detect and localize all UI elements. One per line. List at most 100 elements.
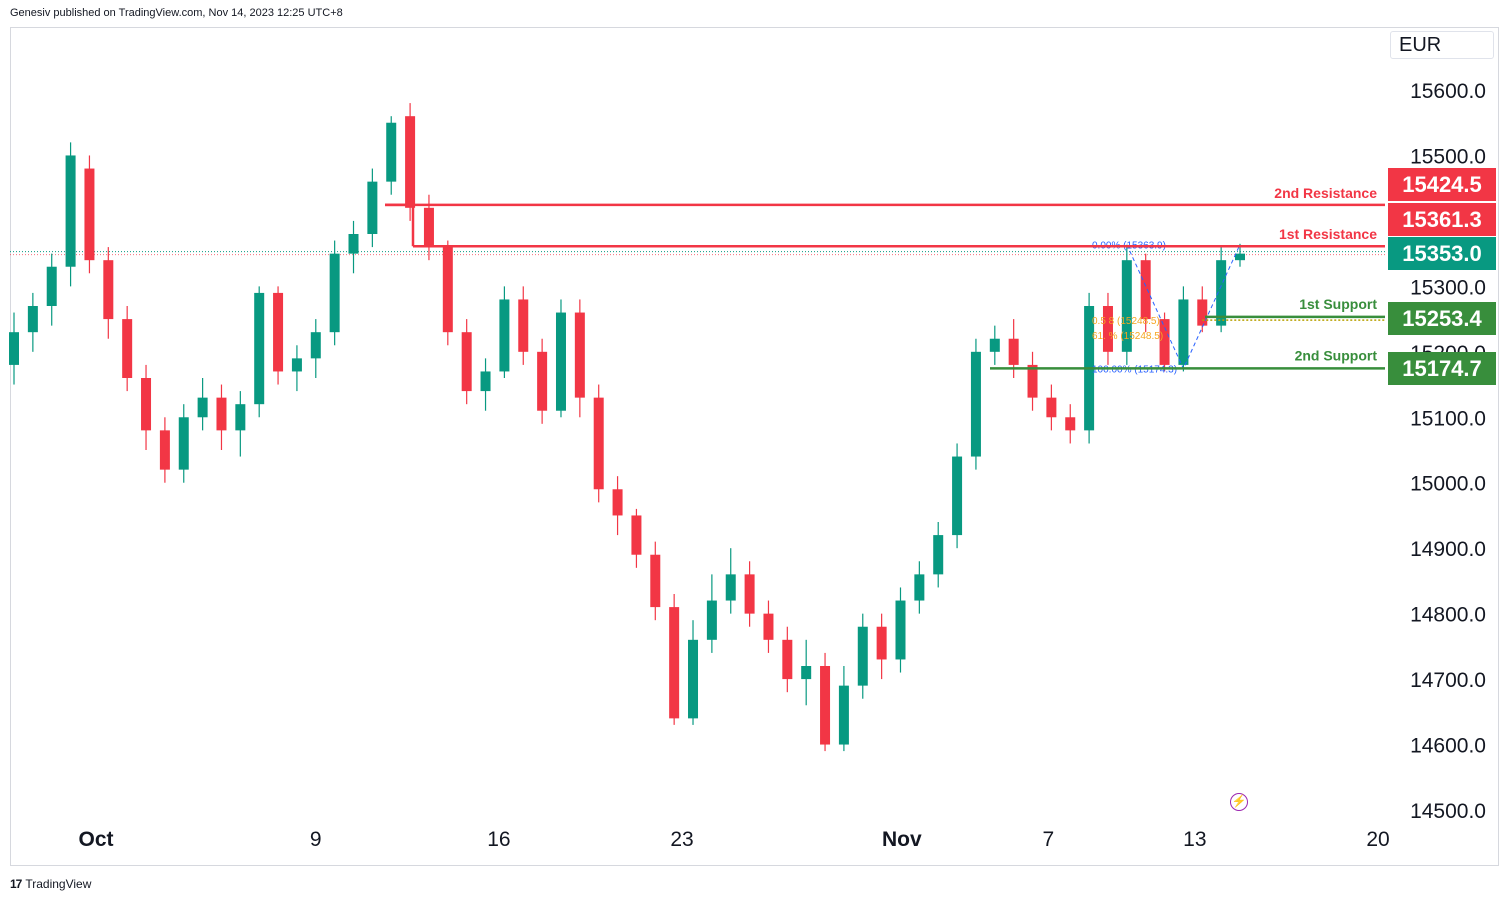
- tradingview-logo-icon: 17: [10, 877, 22, 891]
- candle-body: [348, 234, 359, 254]
- candle-body: [46, 266, 57, 306]
- candle-body: [631, 515, 642, 555]
- candle-body: [329, 253, 340, 333]
- candle-body: [1027, 364, 1038, 398]
- candle-body: [1178, 299, 1189, 365]
- resistance-2-price-tag: [1388, 168, 1496, 201]
- candle-body: [1065, 417, 1076, 431]
- tradingview-brand: TradingView: [25, 877, 92, 891]
- y-tick-label: 14700.0: [1410, 669, 1486, 692]
- candle-body: [612, 489, 623, 516]
- candle-body: [310, 332, 321, 359]
- candle-body: [273, 292, 284, 372]
- y-tick-label: 15600.0: [1410, 80, 1486, 103]
- candle-body: [254, 292, 265, 405]
- candle-body: [1216, 260, 1227, 326]
- candle-body: [1235, 253, 1245, 261]
- candle-body: [216, 397, 227, 431]
- candle-body: [159, 430, 170, 470]
- last-price-tag: [1388, 237, 1496, 270]
- candle-body: [914, 574, 925, 601]
- fib-label: 100.00% (15174.3): [1092, 365, 1177, 376]
- candle-body: [537, 351, 548, 411]
- resistance-1-price-tag: [1388, 203, 1496, 236]
- candle-body: [574, 312, 585, 398]
- candle-body: [801, 666, 812, 680]
- candle-body: [782, 639, 793, 680]
- candle-body: [442, 247, 453, 333]
- candle-body: [1197, 299, 1208, 326]
- x-tick-label: 23: [670, 828, 693, 851]
- candle-body: [1140, 260, 1151, 320]
- candle-body: [423, 207, 434, 248]
- y-tick-label: 15500.0: [1410, 145, 1486, 168]
- publisher-header: Genesiv published on TradingView.com, No…: [10, 7, 343, 19]
- candle-body: [1102, 306, 1113, 352]
- candle-body: [291, 358, 302, 372]
- chart-frame: [10, 27, 1499, 866]
- support-2-price-tag-text: 15174.7: [1402, 356, 1482, 381]
- candle-body: [480, 371, 491, 392]
- candle-body: [1121, 260, 1132, 352]
- candle-body: [367, 181, 378, 234]
- y-tick-label: 14500.0: [1410, 800, 1486, 823]
- candle-body: [989, 338, 1000, 352]
- candle-body: [876, 626, 887, 660]
- level-name-label: 2nd Support: [1295, 347, 1378, 363]
- candle-body: [27, 306, 38, 333]
- candle-body: [857, 626, 868, 686]
- candle-body: [84, 168, 95, 261]
- y-tick-label: 15300.0: [1410, 276, 1486, 299]
- candle-body: [1046, 397, 1057, 418]
- candle-body: [725, 574, 736, 601]
- candle-body: [895, 600, 906, 660]
- y-tick-label: 15100.0: [1410, 407, 1486, 430]
- support-1-price-tag-text: 15253.4: [1402, 306, 1482, 331]
- candle-body: [461, 332, 472, 392]
- x-tick-label: Nov: [882, 828, 922, 851]
- currency-selector[interactable]: EUR: [1390, 31, 1494, 59]
- candle-body: [706, 600, 717, 640]
- candle-body: [122, 319, 133, 378]
- lightning-icon[interactable]: ⚡: [1230, 793, 1248, 811]
- candle-body: [933, 535, 944, 575]
- candle-body: [178, 417, 189, 470]
- x-tick-label: 9: [310, 828, 322, 851]
- y-tick-label: 14800.0: [1410, 604, 1486, 627]
- candle-body: [593, 397, 604, 490]
- candle-body: [669, 607, 680, 719]
- y-tick-label: 15000.0: [1410, 473, 1486, 496]
- support-1-price-tag: [1388, 302, 1496, 335]
- fib-label: 61. % (15248.5): [1092, 331, 1163, 342]
- candle-body: [103, 260, 114, 320]
- resistance-2-price-tag-text: 15424.5: [1402, 172, 1482, 197]
- candle-body: [838, 685, 849, 745]
- candle-body: [555, 312, 566, 411]
- tradingview-footer[interactable]: 17 TradingView: [10, 877, 91, 891]
- candle-body: [141, 378, 152, 431]
- candle-body: [405, 116, 416, 208]
- candle-body: [952, 456, 963, 536]
- candle-body: [235, 404, 246, 431]
- support-2-price-tag: [1388, 352, 1496, 385]
- candle-body: [650, 554, 661, 608]
- candle-body: [763, 613, 774, 640]
- candle-body: [518, 299, 529, 352]
- candle-body: [970, 351, 981, 457]
- candle-body: [820, 666, 831, 745]
- x-tick-label: 13: [1183, 828, 1206, 851]
- level-name-label: 2nd Resistance: [1274, 185, 1377, 201]
- resistance-1-price-tag-text: 15361.3: [1402, 207, 1482, 232]
- candle-body: [744, 574, 755, 614]
- candle-body: [386, 122, 397, 182]
- candle-body: [499, 299, 510, 372]
- x-tick-label: 20: [1366, 828, 1389, 851]
- candle-body: [688, 639, 699, 719]
- y-tick-label: 14900.0: [1410, 538, 1486, 561]
- last-price-tag-text: 15353.0: [1402, 241, 1482, 266]
- x-tick-label: 7: [1042, 828, 1054, 851]
- y-tick-label: 14600.0: [1410, 735, 1486, 758]
- candle-body: [9, 332, 19, 365]
- candle-body: [65, 155, 76, 267]
